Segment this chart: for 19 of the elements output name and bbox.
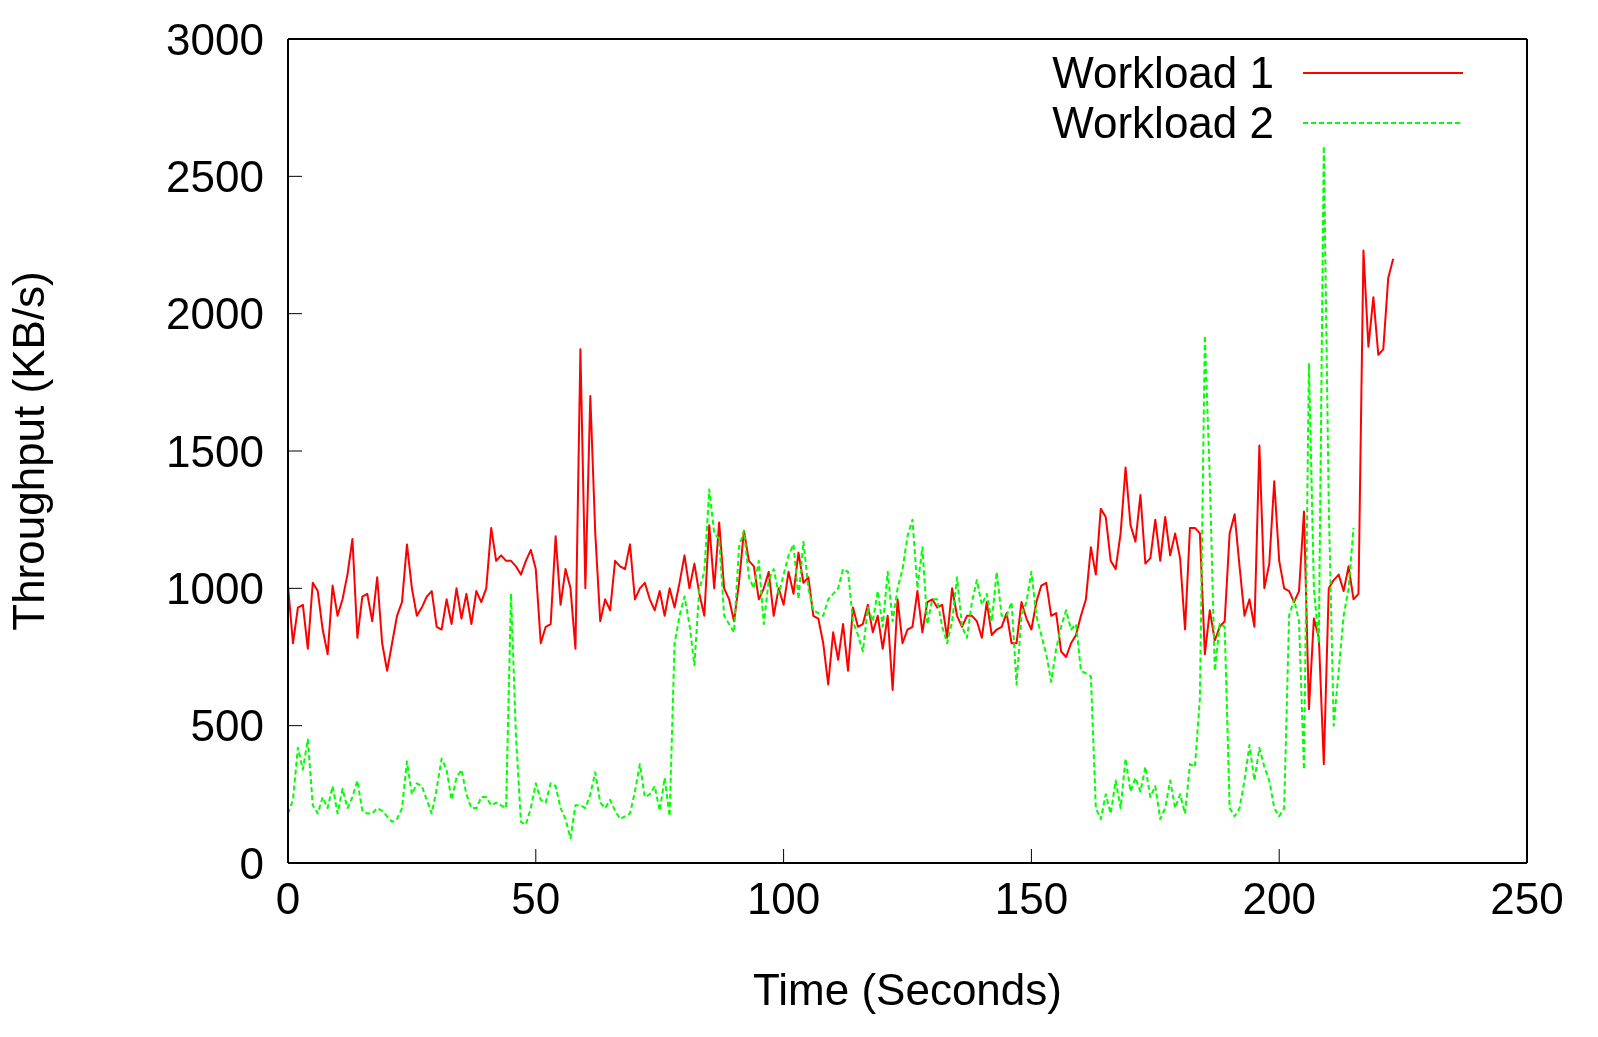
x-tick-label: 250 [1490, 874, 1564, 924]
x-tick-label: 50 [511, 874, 561, 924]
legend-label: Workload 2 [1052, 98, 1274, 148]
x-tick-label: 0 [275, 874, 301, 924]
x-tick-label: 150 [994, 874, 1069, 924]
y-tick-label: 2500 [166, 151, 264, 201]
legend-label: Workload 1 [1052, 48, 1274, 98]
x-axis-title: Time (Seconds) [753, 965, 1062, 1014]
y-tick-label: 2000 [166, 289, 264, 339]
y-tick-label: 3000 [166, 14, 264, 64]
x-tick-label: 200 [1242, 874, 1316, 924]
y-tick-label: 500 [190, 701, 264, 751]
x-tick-label: 100 [746, 874, 821, 924]
line-series [288, 145, 1355, 840]
y-axis-title: Throughput (KB/s) [3, 271, 53, 631]
line-series [288, 249, 1395, 766]
y-tick-label: 1000 [166, 563, 264, 613]
y-tick-label: 0 [239, 838, 264, 888]
y-tick-label: 1500 [166, 426, 264, 476]
